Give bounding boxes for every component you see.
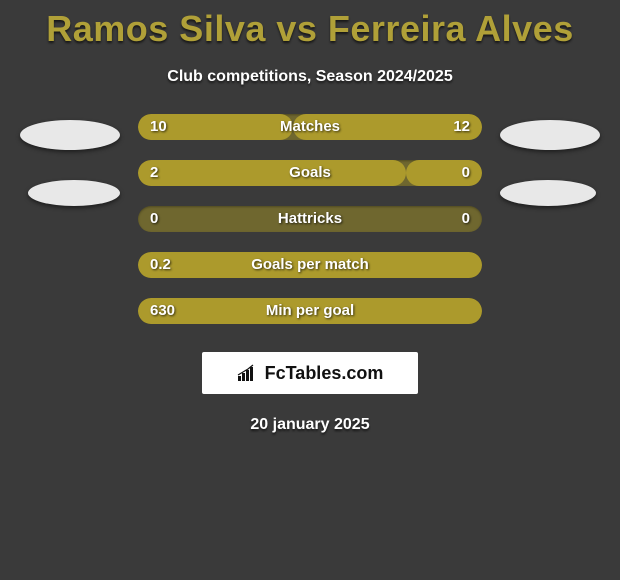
bar-fill-left: [138, 252, 482, 278]
placeholder-dot: [500, 180, 596, 206]
placeholder-dot: [28, 180, 120, 206]
bars-column: 1012Matches20Goals00Hattricks0.2Goals pe…: [138, 114, 482, 324]
logo-box: FcTables.com: [202, 352, 418, 394]
bar-fill-left: [138, 298, 482, 324]
bar-value-right: 0: [462, 206, 470, 232]
bar-value-right: 12: [453, 114, 470, 140]
stat-bar: 0 0Hattricks: [138, 206, 482, 232]
page-title: Ramos Silva vs Ferreira Alves: [0, 0, 620, 50]
bar-value-left: 2: [150, 160, 158, 186]
bar-value-left: 0: [150, 206, 158, 232]
date-line: 20 january 2025: [0, 416, 620, 434]
bar-label: Hattricks: [138, 206, 482, 232]
stats-area: 1012Matches20Goals00Hattricks0.2Goals pe…: [0, 114, 620, 324]
bar-value-left: 630: [150, 298, 175, 324]
left-dots-column: [16, 114, 120, 206]
stat-bar: 1012Matches: [138, 114, 482, 140]
bars-chart-icon: [237, 364, 259, 382]
bar-value-left: 0.2: [150, 252, 171, 278]
stat-bar: 630Min per goal: [138, 298, 482, 324]
bar-fill-right: [406, 160, 482, 186]
right-dots-column: [500, 114, 604, 206]
bar-fill-left: [138, 160, 406, 186]
placeholder-dot: [20, 120, 120, 150]
logo-text: FcTables.com: [265, 363, 384, 384]
page-subtitle: Club competitions, Season 2024/2025: [0, 68, 620, 86]
stat-bar: 0.2Goals per match: [138, 252, 482, 278]
stat-bar: 20Goals: [138, 160, 482, 186]
bar-value-right: 0: [462, 160, 470, 186]
placeholder-dot: [500, 120, 600, 150]
bar-value-left: 10: [150, 114, 167, 140]
